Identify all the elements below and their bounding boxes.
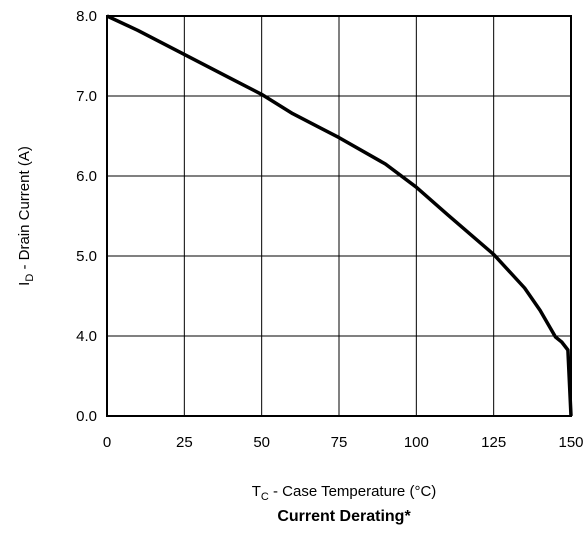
- x-tick-label: 25: [176, 434, 193, 451]
- grid: [107, 16, 571, 416]
- x-tick-labels: 0 25 50 75 100 125 150: [103, 434, 584, 451]
- x-tick-label: 75: [331, 434, 348, 451]
- y-axis-label-rest: - Drain Current (A): [16, 146, 33, 274]
- y-tick-label: 5.0: [76, 248, 97, 265]
- y-tick-labels: 0.0 4.0 5.0 6.0 7.0 8.0: [76, 8, 97, 425]
- x-tick-label: 50: [253, 434, 270, 451]
- x-tick-label: 150: [558, 434, 583, 451]
- x-axis-label-rest: - Case Temperature (°C): [269, 483, 436, 500]
- x-tick-label: 125: [481, 434, 506, 451]
- x-tick-label: 0: [103, 434, 111, 451]
- y-axis-label: ID - Drain Current (A): [16, 146, 36, 286]
- y-tick-label: 8.0: [76, 8, 97, 25]
- y-axis-label-sub: D: [24, 274, 36, 282]
- y-tick-label: 6.0: [76, 168, 97, 185]
- plot-frame: [106, 15, 572, 417]
- x-axis-label: TC - Case Temperature (°C): [252, 483, 437, 503]
- y-axis-label-main: I: [16, 282, 33, 286]
- chart-title: Current Derating*: [277, 508, 411, 525]
- y-tick-label: 7.0: [76, 88, 97, 105]
- y-tick-label: 4.0: [76, 328, 97, 345]
- series-line: [106, 14, 573, 417]
- y-tick-label: 0.0: [76, 408, 97, 425]
- x-axis-label-sub: C: [261, 491, 269, 503]
- x-tick-label: 100: [404, 434, 429, 451]
- x-axis-label-main: T: [252, 483, 261, 500]
